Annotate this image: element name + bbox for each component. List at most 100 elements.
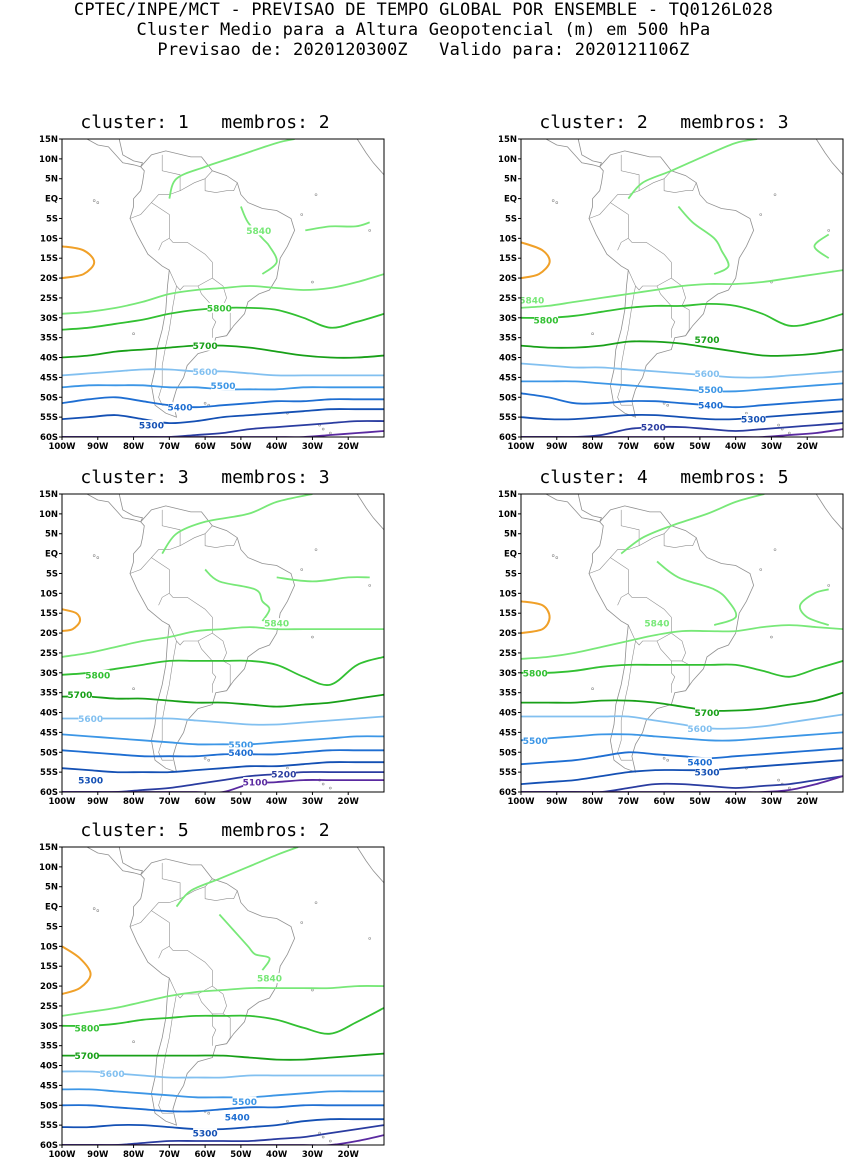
lat-label: 40S	[40, 354, 58, 364]
contour-5800	[521, 302, 843, 327]
map-panel: 584058005700560055005400530015N10N5NEQ5S…	[39, 135, 385, 452]
contour-label: 5840	[644, 620, 669, 630]
contour-label: 5840	[519, 296, 544, 306]
country-border	[671, 660, 676, 693]
header: CPTEC/INPE/MCT - PREVISAO DE TEMPO GLOBA…	[0, 0, 847, 60]
contour-5880	[62, 245, 96, 280]
lat-label: 60S	[499, 433, 517, 443]
country-border	[212, 1013, 217, 1046]
contour-5300	[521, 759, 843, 785]
contour-5840	[521, 269, 843, 309]
lat-label: 60S	[40, 433, 58, 443]
lat-label: 45S	[40, 728, 58, 738]
country-border	[169, 593, 213, 646]
contour-5700	[521, 691, 843, 712]
island	[132, 332, 135, 335]
lat-label: 30S	[40, 1022, 58, 1032]
island	[207, 1111, 210, 1115]
island	[132, 687, 135, 690]
contour-label-bg	[687, 757, 712, 768]
contour-5840-loop	[175, 847, 299, 908]
lat-label: 10N	[498, 510, 517, 520]
island	[551, 199, 555, 202]
contour-label-bg	[100, 1068, 125, 1079]
lat-label: 15S	[40, 609, 58, 619]
lat-label: 5S	[46, 922, 58, 932]
lat-label: 55S	[40, 768, 58, 778]
contour-5880	[62, 608, 82, 633]
island	[759, 568, 763, 571]
country-border	[204, 886, 238, 901]
contour-label: 5600	[687, 725, 712, 735]
island	[788, 786, 791, 790]
lat-label: 50S	[499, 393, 517, 403]
lat-label: EQ	[45, 195, 58, 205]
south-america-coastline	[588, 505, 755, 773]
island	[788, 431, 791, 435]
contour-5840-loop	[218, 913, 271, 971]
contour-label-bg	[207, 302, 232, 313]
country-border	[617, 238, 629, 251]
island	[132, 1040, 135, 1043]
lat-label: 10N	[498, 155, 517, 165]
contour-label-bg	[193, 340, 218, 351]
country-border	[204, 178, 238, 193]
map-panel: 584058005700560055005400530015N10N5NEQ5S…	[498, 490, 844, 807]
lat-label: 5N	[504, 175, 517, 185]
lat-label: 15S	[40, 962, 58, 972]
contour-5700	[62, 1052, 384, 1061]
island	[827, 229, 830, 232]
country-border	[197, 277, 227, 307]
contour-5800	[62, 656, 384, 686]
lon-label: 60W	[195, 797, 217, 807]
island	[96, 556, 100, 559]
contour-5200	[521, 422, 843, 437]
contour-5880	[521, 600, 551, 635]
contour-5840-loop	[656, 560, 738, 626]
lat-label: 5S	[505, 569, 517, 579]
country-border	[671, 305, 676, 338]
contour-5400	[62, 396, 384, 409]
contour-label: 5800	[534, 316, 559, 326]
contour-5840-loop	[305, 221, 370, 232]
lat-label: 25S	[499, 649, 517, 659]
contour-5800	[521, 660, 843, 678]
contour-5840	[62, 626, 384, 658]
central-america-coastline	[62, 494, 144, 523]
lat-label: 10S	[40, 234, 58, 244]
contour-5500	[521, 380, 843, 393]
contour-5840	[521, 624, 843, 660]
lat-label: 60S	[40, 788, 58, 798]
lon-label: 40W	[266, 797, 288, 807]
contour-5300	[521, 410, 843, 421]
island	[314, 193, 318, 196]
contour-5840-loop	[240, 206, 278, 275]
contour-5700	[62, 344, 384, 359]
lat-label: 50S	[40, 748, 58, 758]
contour-c5200	[521, 775, 843, 792]
island	[773, 193, 777, 196]
contour-c5200	[62, 420, 384, 437]
contour-5300	[62, 408, 384, 425]
contour-5700	[521, 340, 843, 357]
island	[770, 635, 773, 639]
country-border	[169, 238, 213, 291]
lon-label: 100W	[48, 1150, 76, 1160]
contour-5400	[521, 747, 843, 766]
lon-label: 20W	[338, 442, 360, 452]
contour-label: 5400	[687, 759, 712, 769]
contour-5400	[62, 1104, 384, 1113]
lon-label: 30W	[302, 797, 324, 807]
south-america-coastline	[129, 858, 296, 1126]
south-america-coastline	[129, 505, 296, 773]
panel-title: cluster: 2 membros: 3	[539, 112, 789, 133]
lat-label: 35S	[40, 1042, 58, 1052]
lat-label: 5N	[45, 530, 58, 540]
contour-label: 5700	[695, 709, 720, 719]
lat-label: 40S	[40, 709, 58, 719]
contour-label-bg	[641, 422, 666, 433]
contour-5840-loop	[161, 494, 313, 555]
lon-label: 50W	[689, 797, 711, 807]
map-plot-area: 5840 5800 5700 5600 5500 5400 5300 5200	[519, 139, 843, 437]
country-border	[129, 910, 170, 947]
